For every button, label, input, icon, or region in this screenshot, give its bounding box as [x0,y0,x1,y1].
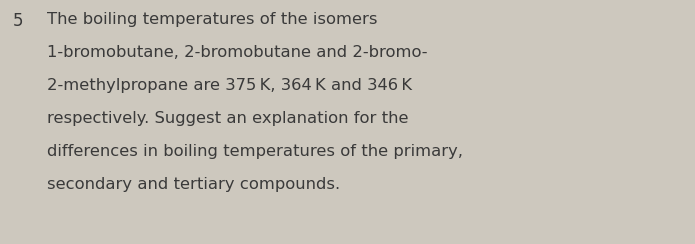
Text: secondary and tertiary compounds.: secondary and tertiary compounds. [47,177,341,192]
Text: 5: 5 [13,12,23,30]
Text: 1-bromobutane, 2-bromobutane and 2-bromo-: 1-bromobutane, 2-bromobutane and 2-bromo… [47,45,427,60]
Text: differences in boiling temperatures of the primary,: differences in boiling temperatures of t… [47,144,464,159]
Text: 2-methylpropane are 375 K, 364 K and 346 K: 2-methylpropane are 375 K, 364 K and 346… [47,78,412,93]
Text: respectively. Suggest an explanation for the: respectively. Suggest an explanation for… [47,111,409,126]
Text: The boiling temperatures of the isomers: The boiling temperatures of the isomers [47,12,378,27]
